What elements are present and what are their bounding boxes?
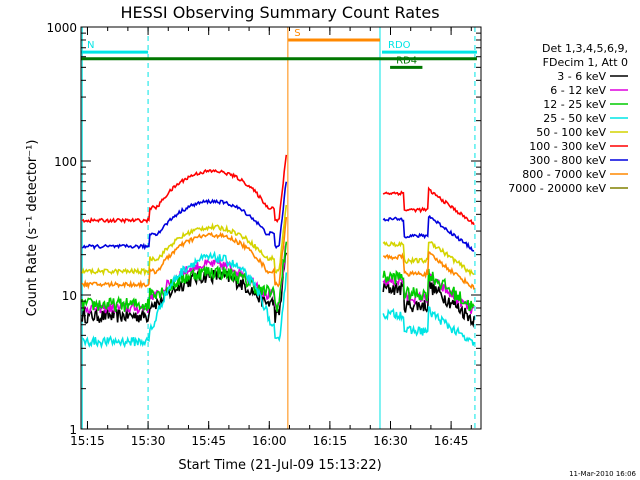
series-line [81, 181, 288, 251]
series-line [382, 240, 475, 278]
x-tick-label: 16:30 [373, 434, 408, 448]
x-tick-label: 16:00 [252, 434, 287, 448]
plot-area: N S RDO RD4 [81, 27, 477, 429]
annotation-label: S [294, 28, 300, 39]
x-tick-label: 15:30 [131, 434, 166, 448]
footer-timestamp: 11-Mar-2010 16:06 [569, 470, 636, 478]
legend-entry-label: 100 - 300 keV [529, 140, 606, 153]
series-line [382, 214, 475, 252]
axes: 15:15 15:30 15:45 16:00 16:15 16:30 16:45 1 10 10… [46, 21, 481, 448]
y-tick-label: 100 [54, 155, 77, 169]
vertical-markers [81, 27, 476, 429]
series-line [383, 251, 475, 290]
x-tick-label: 15:45 [191, 434, 226, 448]
y-axis-label: Count Rate (s⁻¹ detector⁻¹) [25, 140, 40, 317]
x-tick-label: 15:15 [70, 434, 105, 448]
legend-entry-label: 6 - 12 keV [550, 84, 606, 97]
series-line [382, 305, 475, 346]
series-layer [81, 154, 475, 350]
annotation-bars: N S RDO RD4 [81, 28, 477, 69]
series-line [81, 204, 288, 277]
legend-entry-label: 800 - 7000 keV [522, 168, 606, 181]
x-axis-label: Start Time (21-Jul-09 15:13:22) [178, 458, 381, 473]
legend-entry-label: 3 - 6 keV [557, 70, 606, 83]
series-line [382, 186, 475, 226]
legend-entry-label: 25 - 50 keV [543, 112, 606, 125]
series-line [81, 217, 288, 290]
series-line [81, 154, 288, 225]
series-line [81, 250, 288, 350]
y-tick-label: 1 [69, 423, 77, 437]
legend-entry-label: 12 - 25 keV [543, 98, 606, 111]
annotation-label: N [87, 40, 94, 51]
annotation-label: RDO [388, 40, 411, 51]
legend: Det 1,3,4,5,6,9,FDecim 1, Att 03 - 6 keV… [508, 42, 628, 195]
legend-entry-label: 7000 - 20000 keV [508, 182, 606, 195]
legend-title: FDecim 1, Att 0 [543, 56, 628, 69]
x-tick-label: 16:45 [434, 434, 469, 448]
chart-title: HESSI Observing Summary Count Rates [120, 3, 439, 22]
x-tick-label: 16:15 [313, 434, 348, 448]
series-line [81, 241, 288, 312]
plot-frame [80, 26, 482, 430]
legend-entry-label: 300 - 800 keV [529, 154, 606, 167]
annotation-label: RD4 [396, 55, 417, 66]
legend-entry-label: 50 - 100 keV [536, 126, 606, 139]
y-tick-label: 10 [62, 289, 77, 303]
y-tick-label: 1000 [46, 21, 77, 35]
legend-title: Det 1,3,4,5,6,9, [542, 42, 628, 55]
